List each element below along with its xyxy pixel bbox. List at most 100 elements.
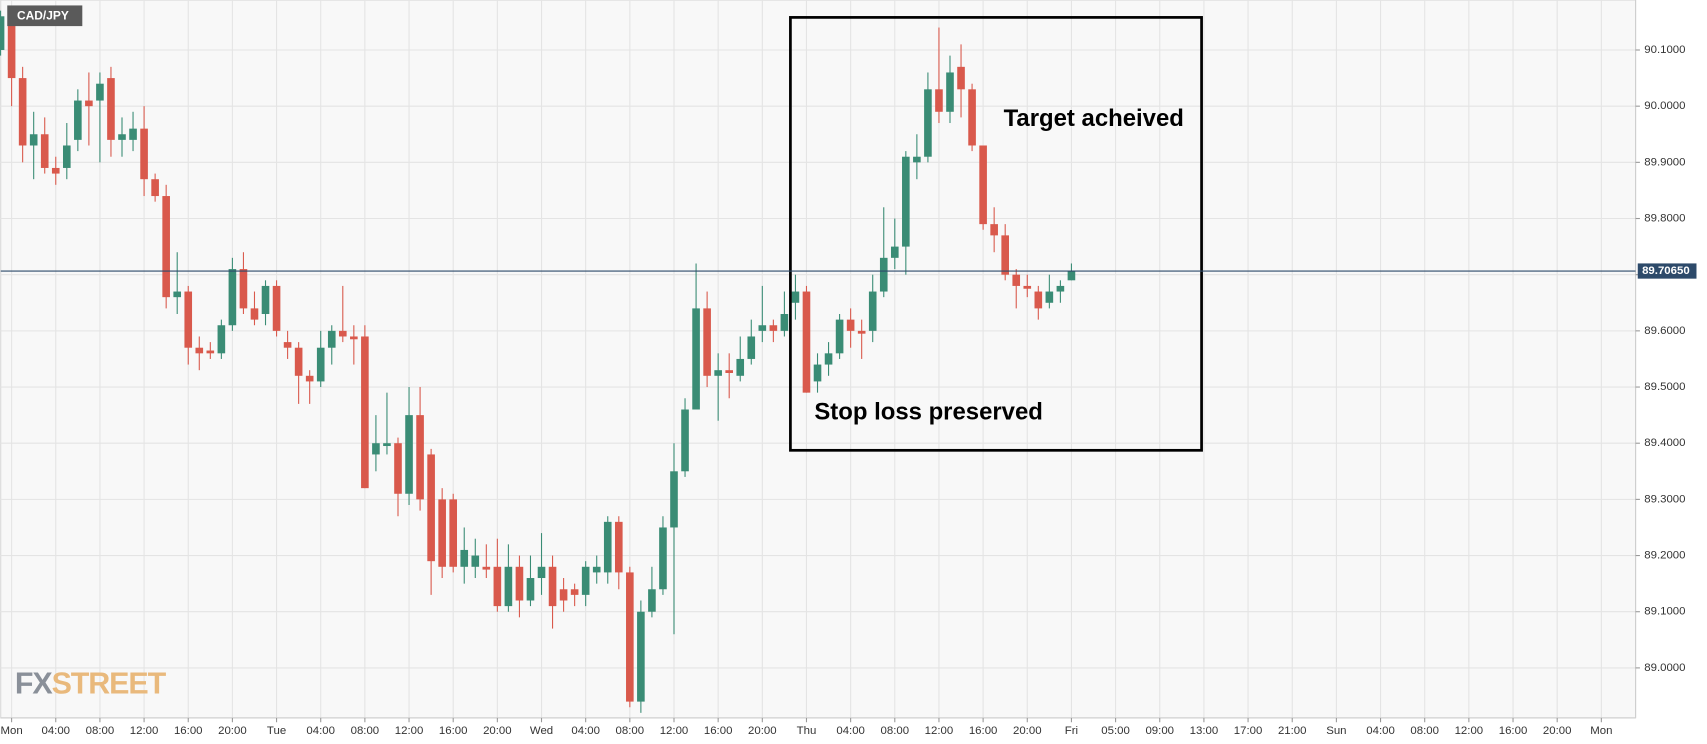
x-tick-label: 08:00 [351,725,380,737]
candle-body [350,336,358,340]
candle-body [692,308,700,410]
y-tick-label: 89.2000 [1644,550,1685,562]
logo-part: FX [15,666,54,700]
candle-body [703,308,711,376]
candle-body [902,156,910,247]
candle-body [96,83,104,101]
x-tick-label: 20:00 [748,725,777,737]
candle-body [438,499,446,567]
x-tick-label: 17:00 [1234,725,1263,737]
x-tick-label: 16:00 [1499,725,1528,737]
candle-body [846,319,855,331]
candle-body [681,409,689,472]
candle-body [7,21,16,79]
candle-body [913,156,921,163]
x-tick-label: 21:00 [1278,725,1307,737]
candle-body [261,285,270,315]
y-tick-label: 89.8000 [1644,213,1685,225]
x-tick-label: 08:00 [86,725,115,737]
candle-body [173,291,182,298]
x-tick-label: 08:00 [616,725,645,737]
x-tick-label: 04:00 [306,725,335,737]
x-tick-label: 12:00 [925,725,954,737]
logo: FXSTREET [15,666,167,700]
annotation: Target acheived [1004,105,1184,132]
x-tick-label: 16:00 [704,725,733,737]
candle-body [228,269,237,326]
x-tick-label: 20:00 [1013,725,1042,737]
plot-area [0,0,1637,719]
x-tick-label: Thu [797,725,817,737]
candle-body [118,134,126,140]
candle-body [305,375,314,382]
candle-body [482,566,491,570]
candle-body [1045,291,1054,303]
candle-body [250,308,259,320]
candle-body [283,342,292,348]
x-tick-label: Fri [1065,725,1078,737]
candle-body [614,521,623,573]
x-tick-label: 20:00 [218,725,247,737]
x-tick-label: 12:00 [395,725,424,737]
candle-body [338,330,347,337]
x-tick-label: 04:00 [1366,725,1395,737]
candle-body [51,167,60,174]
candle-body [327,330,336,348]
candle-body [592,566,601,573]
candle-body [427,454,435,562]
candle-body [405,415,413,494]
candle-body [725,370,734,373]
x-tick-label: 04:00 [571,725,600,737]
candle-body [62,145,71,168]
candle-body [813,364,822,382]
candle-body [868,291,877,331]
candle-body [151,179,159,197]
x-tick-label: 16:00 [439,725,468,737]
candle-body [140,128,148,180]
candle-body [935,89,943,112]
y-tick-label: 89.5000 [1644,381,1685,393]
candle-body [659,527,667,590]
candle-body [272,285,281,331]
candle-body [747,336,756,359]
candle-body [626,572,634,702]
x-tick-label: 16:00 [969,725,998,737]
candle-body [85,100,93,107]
candle-body [924,89,932,157]
x-tick-label: 09:00 [1145,725,1174,737]
x-tick-label: 08:00 [881,725,910,737]
candle-body [184,291,193,348]
y-tick-label: 89.9000 [1644,156,1685,168]
logo-part: STREET [52,666,167,700]
candle-body [217,325,226,354]
x-tick-label: 12:00 [1455,725,1484,737]
candle-body [581,566,590,595]
candle-body [879,257,888,292]
candle-body [802,291,811,393]
x-tick-label: 20:00 [483,725,512,737]
candle-body [1023,285,1032,289]
candle-body [791,291,800,303]
candle-body [493,566,502,607]
candle-body [648,589,656,612]
candle-body [1056,285,1065,292]
y-tick-label: 89.0000 [1644,662,1685,674]
candle-body [394,443,402,494]
x-tick-label: 20:00 [1543,725,1572,737]
x-tick-label: 04:00 [41,725,70,737]
candle-body [537,566,546,579]
annotation-box [789,16,1203,452]
y-tick-label: 89.4000 [1644,437,1685,449]
candle-body [316,347,325,382]
grid [0,0,1636,718]
y-tick-label: 89.3000 [1644,493,1685,505]
candle-body [460,549,469,567]
x-tick-label: Tue [267,725,286,737]
candle-body [18,78,27,146]
candle-body [129,128,137,140]
x-tick-label: Sun [1326,725,1346,737]
x-tick-label: 12:00 [130,725,159,737]
candle-body [1001,235,1009,275]
